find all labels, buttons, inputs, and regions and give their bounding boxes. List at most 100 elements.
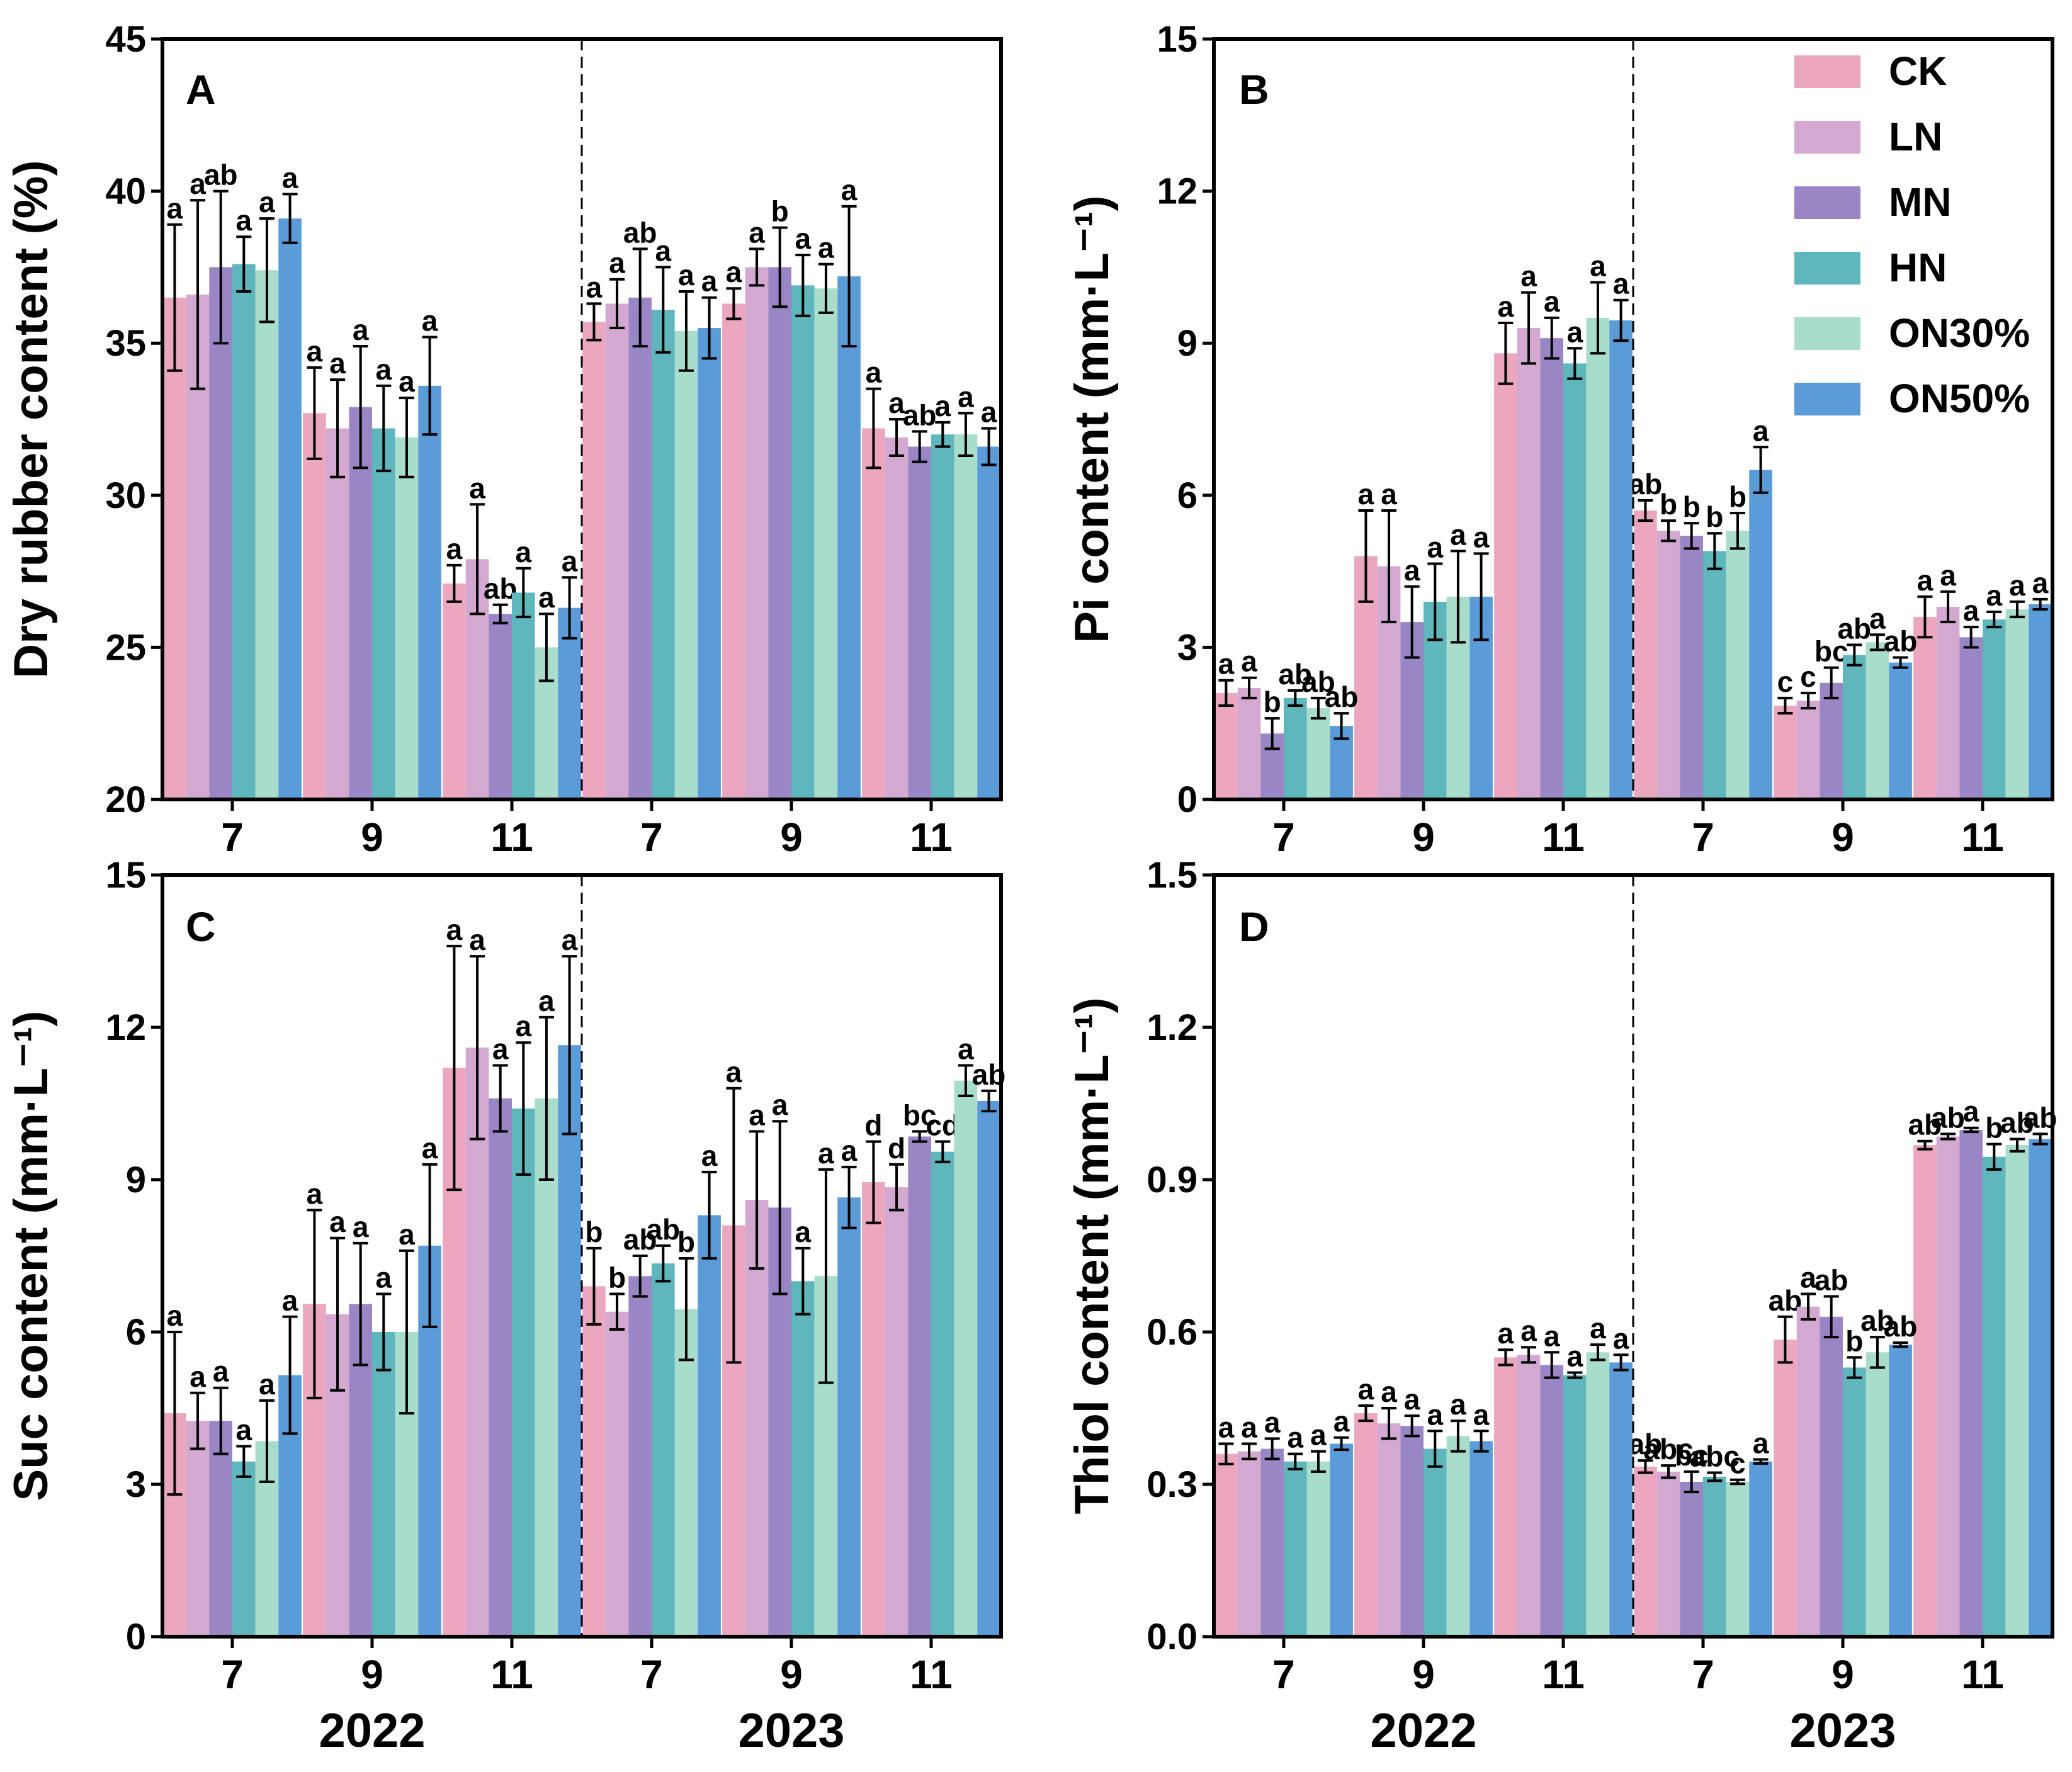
significance-letter: a: [1218, 648, 1235, 680]
significance-letter: a: [1381, 478, 1397, 511]
significance-letter: a: [1567, 1340, 1583, 1373]
significance-letter: a: [2032, 567, 2049, 599]
significance-letter: a: [655, 234, 672, 267]
significance-letter: a: [1917, 564, 1933, 597]
bar: [1703, 1476, 1726, 1637]
legend-label: LN: [1889, 114, 1942, 159]
bar: [1843, 655, 1866, 799]
legend-swatch: [1794, 383, 1860, 415]
year-label: 2022: [1370, 1704, 1476, 1758]
bar: [209, 1421, 232, 1637]
significance-letter: c: [1777, 665, 1794, 698]
bar: [1494, 353, 1517, 799]
bar: [558, 607, 581, 799]
y-tick-label: 0: [126, 1617, 146, 1657]
bar: [1424, 1448, 1447, 1637]
bar: [303, 413, 326, 799]
significance-letter: a: [399, 365, 415, 398]
bar: [862, 1182, 885, 1637]
bar: [768, 267, 791, 799]
significance-letter: a: [376, 1261, 392, 1294]
y-tick-label: 0.6: [1146, 1312, 1197, 1353]
significance-letter: a: [422, 305, 438, 337]
y-axis-title: Pi content (mm·L⁻¹): [1065, 195, 1119, 643]
significance-letter: a: [1404, 1383, 1420, 1416]
significance-letter: c: [1729, 1447, 1746, 1480]
bar: [674, 1309, 698, 1637]
bar: [512, 592, 535, 799]
significance-letter: a: [516, 536, 532, 568]
bar: [1400, 1426, 1424, 1637]
bar: [1609, 1362, 1633, 1637]
significance-letter: a: [1567, 315, 1583, 348]
bar: [605, 1311, 629, 1637]
significance-letter: a: [376, 353, 392, 386]
significance-letter: d: [864, 1109, 882, 1142]
legend-swatch: [1794, 252, 1860, 285]
bar: [1889, 1345, 1912, 1637]
bar: [977, 1100, 1000, 1637]
x-tick-label: 9: [1831, 1652, 1854, 1697]
bar: [1936, 606, 1960, 799]
significance-letter: ab: [204, 159, 238, 191]
significance-letter: a: [307, 1177, 323, 1210]
significance-letter: a: [562, 545, 578, 577]
bar: [1634, 510, 1657, 799]
x-tick-label: 9: [780, 1652, 803, 1697]
panel-letter: A: [186, 66, 216, 113]
bar: [652, 1263, 675, 1637]
significance-letter: a: [1590, 1312, 1606, 1345]
legend-swatch: [1794, 317, 1860, 350]
bar: [1843, 1367, 1866, 1637]
significance-letter: a: [1241, 1411, 1257, 1443]
bar: [745, 1200, 769, 1637]
significance-letter: ab: [1908, 1109, 1942, 1141]
bar: [1820, 682, 1843, 799]
bar: [1959, 637, 1983, 799]
bar: [1634, 1466, 1657, 1637]
y-tick-label: 25: [105, 627, 146, 668]
bar: [1774, 706, 1797, 799]
significance-letter: a: [795, 222, 812, 255]
bar: [1540, 1365, 1563, 1637]
bar: [489, 614, 512, 799]
bar: [885, 1187, 909, 1637]
significance-letter: a: [1288, 1421, 1304, 1454]
significance-letter: a: [538, 581, 555, 614]
significance-letter: a: [538, 985, 555, 1017]
panel-letter: D: [1239, 903, 1269, 950]
y-tick-label: 30: [105, 475, 146, 516]
significance-letter: b: [1264, 686, 1281, 718]
bar: [1749, 1461, 1772, 1637]
bar: [885, 437, 909, 799]
x-tick-label: 7: [640, 815, 663, 860]
panel-letter: B: [1239, 66, 1269, 113]
bar: [954, 434, 978, 799]
significance-letter: a: [329, 1205, 346, 1238]
bar: [931, 434, 954, 799]
significance-letter: ab: [646, 1213, 680, 1246]
significance-letter: ab: [1629, 1428, 1663, 1460]
bar: [1983, 619, 2006, 799]
significance-letter: a: [1381, 1375, 1397, 1408]
bar: [722, 303, 745, 799]
significance-letter: a: [1753, 1426, 1769, 1459]
legend: CK LN MN HN ON30% ON50%: [1794, 48, 2030, 421]
significance-letter: bc: [1814, 635, 1848, 668]
significance-letter: a: [1333, 1405, 1350, 1438]
significance-letter: b: [1985, 1112, 2003, 1144]
significance-letter: a: [1264, 1406, 1281, 1438]
significance-letter: a: [1310, 1419, 1327, 1452]
significance-letter: a: [701, 265, 718, 298]
significance-letter: a: [259, 1368, 275, 1401]
significance-letter: a: [726, 256, 742, 288]
y-tick-label: 12: [105, 1007, 146, 1048]
legend-swatch: [1794, 186, 1860, 219]
bar: [1796, 700, 1820, 799]
bar: [1446, 1436, 1470, 1637]
significance-letter: a: [1427, 531, 1444, 564]
significance-letter: a: [1800, 1261, 1816, 1294]
y-tick-label: 3: [1177, 627, 1197, 668]
x-tick-label: 11: [1542, 1652, 1585, 1697]
bar: [931, 1151, 954, 1637]
